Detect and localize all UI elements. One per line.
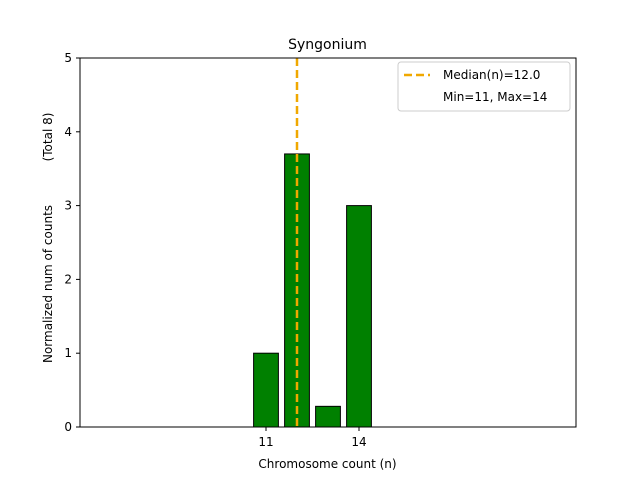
y-tick-label-3: 3 — [64, 199, 72, 213]
bar-11-0 — [253, 352, 279, 428]
chart-title: Syngonium — [288, 37, 367, 53]
legend-median-label: Median(n)=12.0 — [443, 68, 540, 82]
bars-group — [253, 153, 372, 428]
y-axis-label: Normalized num of counts — [41, 205, 55, 363]
legend-box — [397, 61, 571, 112]
legend-range-label: Min=11, Max=14 — [443, 90, 547, 104]
y-axis-ticks: 0 1 2 3 4 5 — [64, 51, 80, 434]
y-tick-label-1: 1 — [64, 346, 72, 360]
y-tick-label-0: 0 — [64, 420, 72, 434]
x-tick-label-11: 11 — [258, 435, 273, 449]
x-axis-label: Chromosome count (n) — [258, 457, 396, 471]
legend: Median(n)=12.0 Min=11, Max=14 — [397, 61, 571, 112]
y-tick-label-5: 5 — [64, 51, 72, 65]
bar-14-3 — [346, 205, 372, 428]
y-axis-total-note: (Total 8) — [41, 113, 55, 162]
x-tick-label-14: 14 — [351, 435, 366, 449]
bar-13-2 — [315, 405, 341, 428]
plot-frame — [79, 57, 577, 428]
y-tick-label-2: 2 — [64, 272, 72, 286]
y-tick-label-4: 4 — [64, 125, 72, 139]
x-axis-ticks: 11 14 — [258, 427, 367, 449]
